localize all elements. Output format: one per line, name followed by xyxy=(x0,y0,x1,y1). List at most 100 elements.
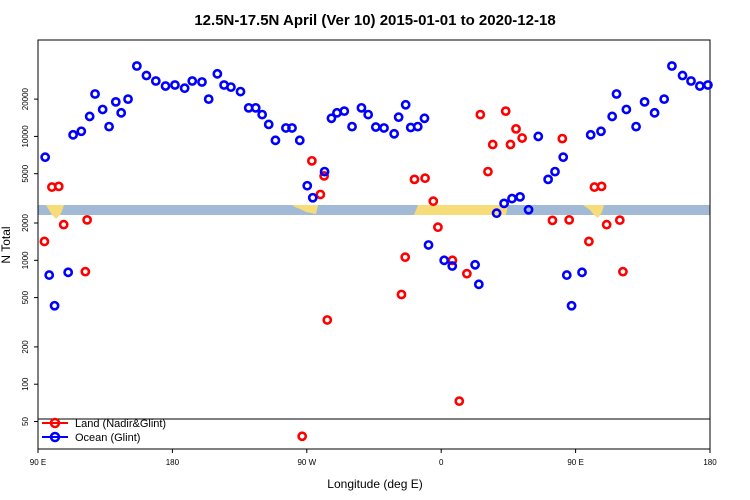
ocean-data-point xyxy=(97,104,108,115)
y-tick-label: 1000 xyxy=(21,251,30,269)
ocean-data-point xyxy=(104,121,114,132)
land-data-point xyxy=(517,133,528,143)
ocean-data-point xyxy=(116,107,127,118)
ocean-data-point xyxy=(197,77,207,87)
y-tick-label: 5000 xyxy=(21,164,30,182)
ocean-data-point xyxy=(686,76,696,86)
ocean-data-point xyxy=(703,80,713,90)
ocean-data-point xyxy=(561,270,572,280)
y-tick-label: 2000 xyxy=(21,214,30,232)
land-data-point xyxy=(601,219,612,230)
ocean-data-point xyxy=(356,102,367,113)
x-tick-label: 90 W xyxy=(297,458,316,467)
ocean-data-point xyxy=(40,152,51,163)
ocean-data-point xyxy=(235,86,246,97)
ocean-data-point xyxy=(631,121,641,132)
x-tick-label: 180 xyxy=(703,458,717,467)
ocean-data-point xyxy=(363,109,374,120)
ocean-data-point xyxy=(76,126,87,137)
ocean-data-point xyxy=(639,96,650,107)
data-points xyxy=(39,61,713,442)
land-data-point xyxy=(483,166,493,177)
land-data-point xyxy=(454,396,465,407)
ocean-data-point xyxy=(596,126,606,137)
land-data-point xyxy=(614,215,625,226)
ocean-data-point xyxy=(558,152,569,163)
land-data-point xyxy=(461,268,472,279)
ocean-data-point xyxy=(649,107,660,118)
y-tick-label: 50 xyxy=(21,417,30,426)
ocean-data-point xyxy=(389,128,400,139)
legend-item-land: Land (Nadir&Glint) xyxy=(42,417,166,430)
land-data-point xyxy=(505,139,516,150)
ocean-data-point xyxy=(543,174,554,185)
land-data-point xyxy=(428,196,439,207)
land-data-point xyxy=(547,215,558,226)
axis-ticks: 90 E 180 90 W 0 90 E 180 50 100 200 500 1000 2000 50… xyxy=(21,87,717,467)
land-data-point xyxy=(475,109,486,120)
ocean-data-point xyxy=(339,106,350,117)
y-tick-label: 100 xyxy=(21,377,30,391)
ocean-data-point xyxy=(523,204,534,215)
ocean-data-point xyxy=(499,198,509,209)
land-data-point xyxy=(409,174,420,185)
land-shape-africa xyxy=(414,205,508,215)
ocean-data-point xyxy=(412,121,423,132)
legend-land-marker xyxy=(49,417,61,429)
ocean-data-point xyxy=(515,191,525,202)
ocean-data-point xyxy=(677,70,688,81)
land-data-point xyxy=(322,315,333,325)
land-data-point xyxy=(82,214,93,225)
ocean-data-point xyxy=(170,80,180,90)
x-tick-label: 0 xyxy=(439,458,444,467)
ocean-data-point xyxy=(270,135,281,146)
legend-item-ocean: Ocean (Glint) xyxy=(42,431,140,444)
land-data-point xyxy=(596,181,607,192)
ocean-data-point xyxy=(294,135,305,146)
land-data-point xyxy=(433,222,443,233)
land-data-point xyxy=(315,189,326,200)
y-tick-label: 200 xyxy=(21,340,30,354)
land-data-point xyxy=(583,236,594,247)
land-shape-america xyxy=(292,205,318,214)
ocean-data-point xyxy=(607,111,618,122)
land-data-point xyxy=(564,214,575,225)
ocean-data-point xyxy=(419,113,430,124)
surface-band xyxy=(38,205,710,219)
chart-title: 12.5N-17.5N April (Ver 10) 2015-01-01 to… xyxy=(194,12,555,29)
land-data-point xyxy=(557,133,568,144)
ocean-data-point xyxy=(179,83,190,94)
legend-land-label: Land (Nadir&Glint) xyxy=(75,418,166,430)
ocean-data-point xyxy=(44,270,55,280)
ocean-data-point xyxy=(203,94,214,105)
land-data-point xyxy=(80,266,91,277)
ocean-data-point xyxy=(319,166,330,177)
ocean-data-point xyxy=(577,267,587,278)
land-data-point xyxy=(511,123,521,134)
land-shape-asia-west xyxy=(46,205,64,219)
land-data-point xyxy=(297,431,308,442)
ocean-data-point xyxy=(187,76,198,86)
land-data-point xyxy=(306,155,317,166)
legend-ocean-label: Ocean (Glint) xyxy=(75,432,140,444)
land-data-point xyxy=(618,266,628,277)
ocean-data-point xyxy=(160,81,171,91)
ocean-data-point xyxy=(212,68,223,79)
ocean-data-point xyxy=(250,102,261,113)
ocean-data-point xyxy=(263,119,274,130)
land-data-point xyxy=(319,171,330,181)
ocean-data-point xyxy=(473,279,484,290)
ocean-data-point xyxy=(585,129,596,140)
land-data-point xyxy=(487,139,498,150)
ocean-data-point xyxy=(659,94,670,105)
legend-ocean-marker xyxy=(49,431,61,443)
ocean-data-point xyxy=(611,89,622,99)
ocean-data-point xyxy=(287,123,297,133)
land-data-point xyxy=(53,181,64,192)
land-data-point xyxy=(39,236,50,247)
ocean-data-point xyxy=(566,300,577,311)
ocean-data-point xyxy=(393,112,404,123)
y-axis-label: N Total xyxy=(0,226,13,263)
ocean-data-point xyxy=(302,180,313,191)
